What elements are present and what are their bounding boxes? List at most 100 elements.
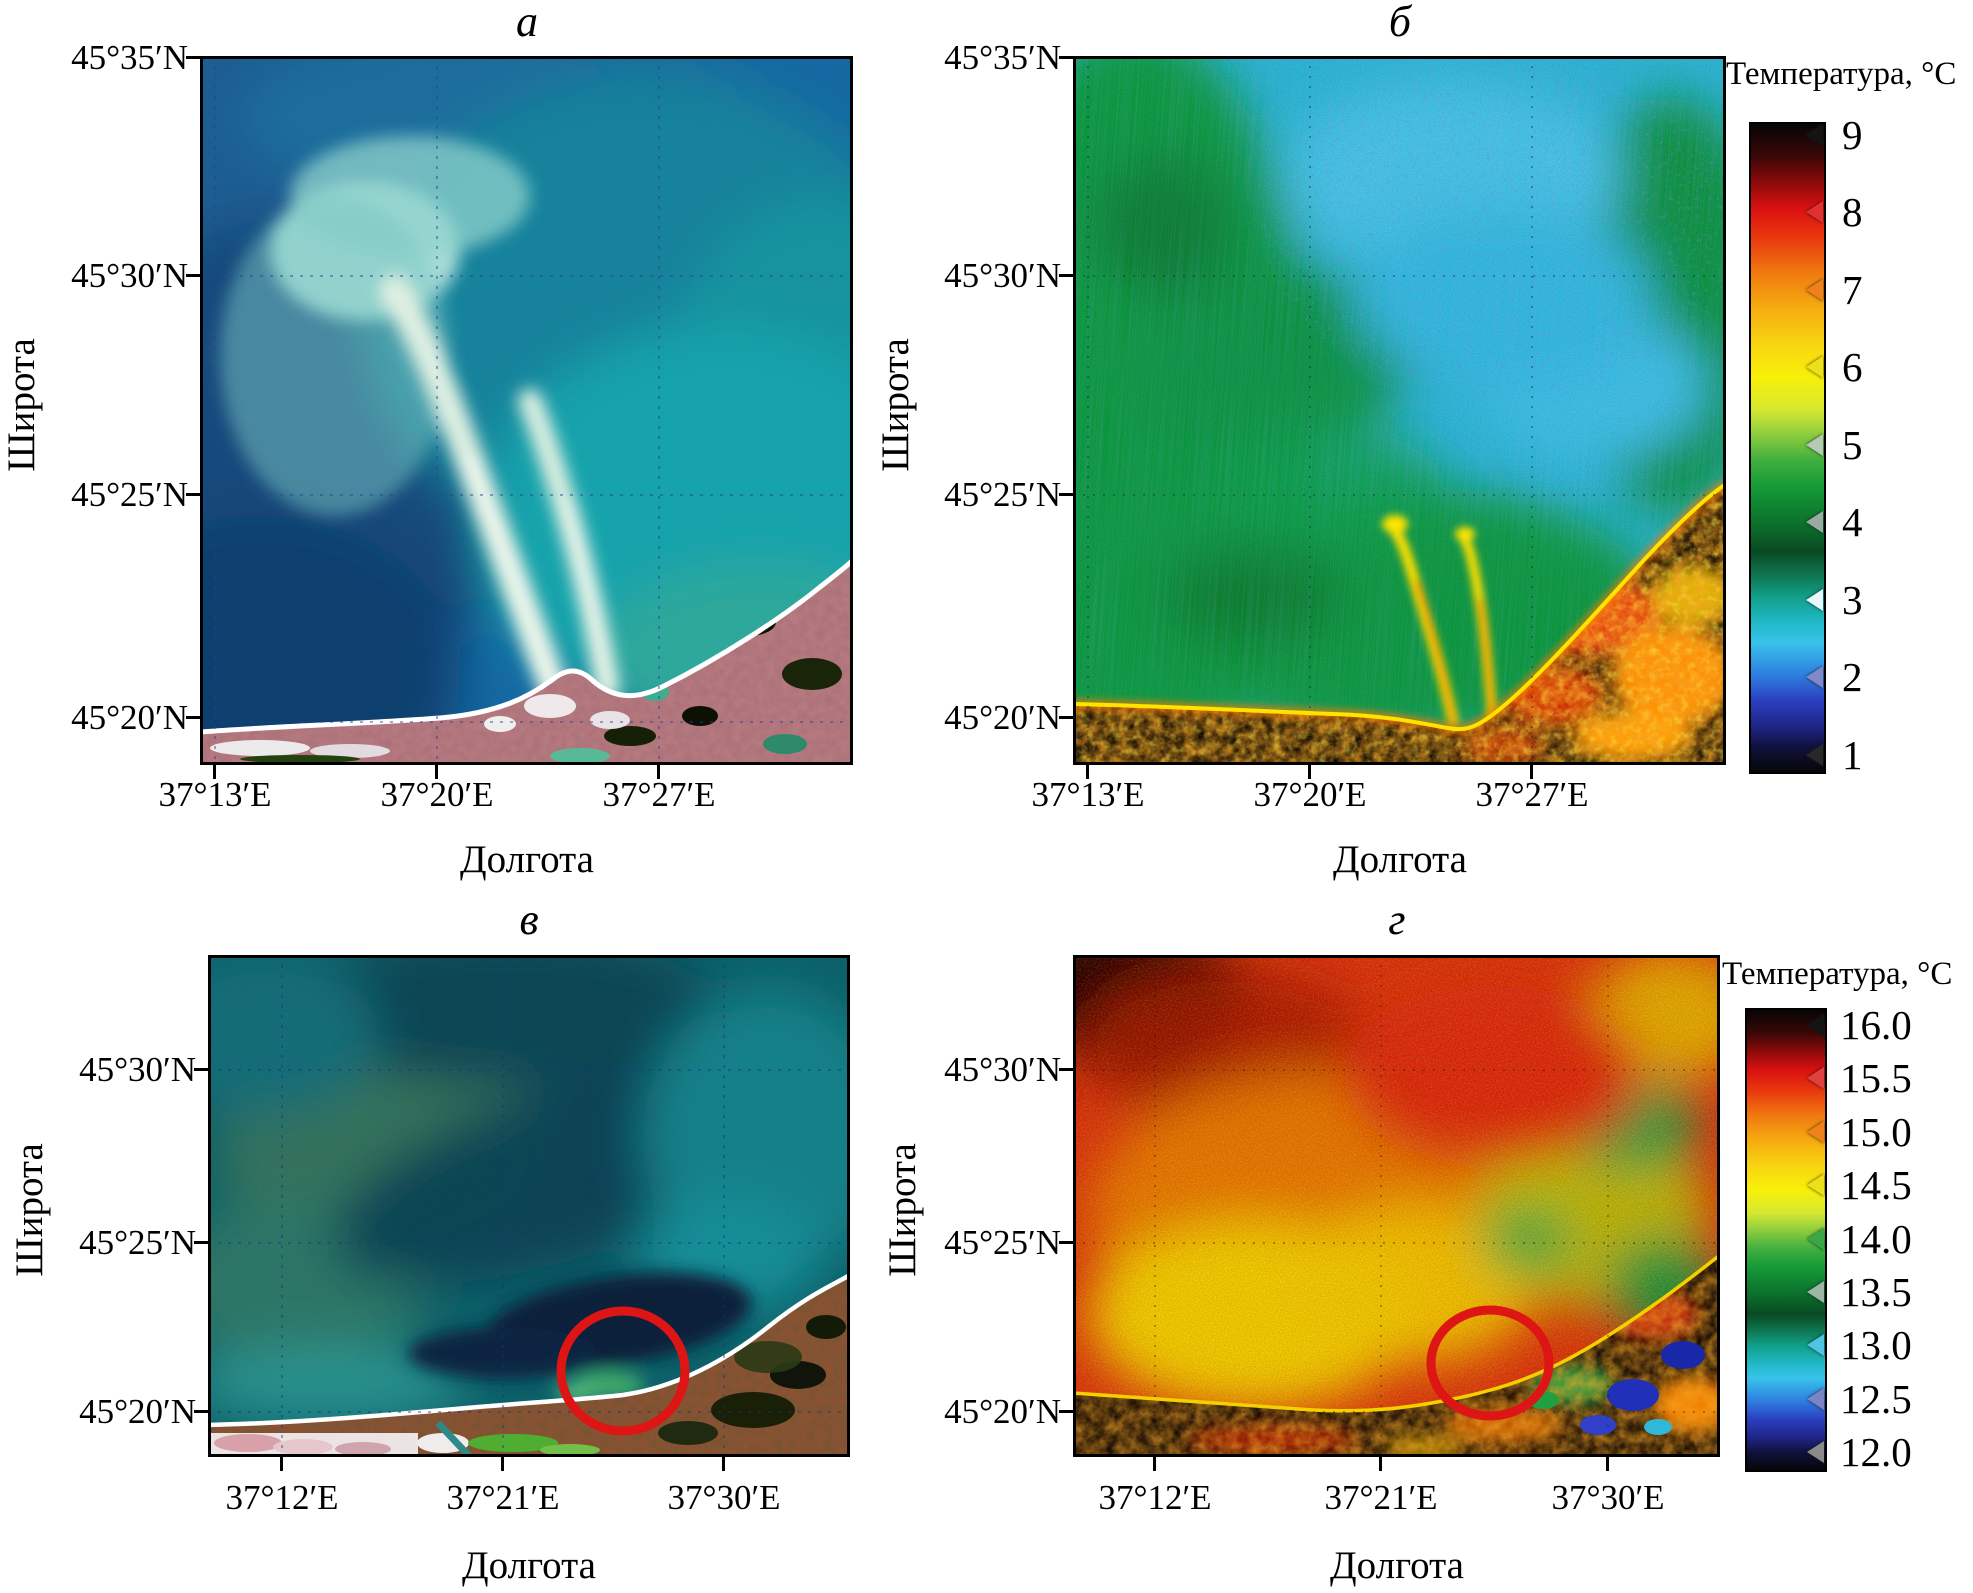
ocean-layer-b [1073,56,1726,765]
thermal-map-b [1073,56,1726,765]
tick-v-x0 [280,1457,283,1471]
tick-b-x1 [1308,765,1311,779]
ytick-v-0: 45°30′N [79,1050,196,1089]
frame-v [208,955,850,1457]
colorbar-g-marker-160 [1807,1014,1824,1036]
colorbar-b-marker-5 [1806,434,1823,456]
ylabel-a: Широта [0,338,43,472]
frame-a [200,56,853,765]
tick-g-x2 [1606,1457,1609,1471]
tick-a-x2 [657,765,660,779]
satellite-map-v [208,955,850,1457]
ytick-b-3: 45°20′N [944,698,1061,737]
xtick-g-0: 37°12′E [1098,1478,1212,1517]
colorbar-b-title: Температура, °C [1726,56,1957,92]
plume-layer-a [220,136,620,700]
colorbar-b-marker-4 [1806,511,1823,533]
colorbar-b-marker-6 [1806,356,1823,378]
xtick-v-2: 37°30′E [667,1478,781,1517]
tick-v-x2 [722,1457,725,1471]
ytick-v-1: 45°25′N [79,1223,196,1262]
colorbar-g-title: Температура, °C [1722,956,1953,992]
colorbar-g-tick-7: 12.5 [1840,1376,1912,1422]
ytick-g-0: 45°30′N [944,1050,1061,1089]
colorbar-b-marker-1 [1806,744,1823,766]
ytick-a-3: 45°20′N [71,698,188,737]
colorbar-g-tick-6: 13.0 [1840,1322,1912,1368]
tick-a-y3 [186,716,200,719]
tick-a-x1 [435,765,438,779]
ytick-a-2: 45°25′N [71,475,188,514]
colorbar-g-marker-130 [1807,1334,1824,1356]
colorbar-b-tick-1: 8 [1842,189,1863,235]
xtick-b-1: 37°20′E [1253,775,1367,814]
ytick-a-1: 45°30′N [71,256,188,295]
xtick-a-2: 37°27′E [602,775,716,814]
colorbar-b-tick-6: 3 [1842,577,1863,623]
tick-v-x1 [501,1457,504,1471]
colorbar-g-tick-8: 12.0 [1840,1429,1912,1475]
xtick-a-1: 37°20′E [380,775,494,814]
colorbar-g-tick-5: 13.5 [1840,1269,1912,1315]
tick-b-y1 [1059,274,1073,277]
xtick-v-0: 37°12′E [225,1478,339,1517]
ylabel-g: Широта [881,1143,924,1277]
red-circle-annotation-g [1426,1305,1554,1421]
colorbar-g-marker-135 [1807,1281,1824,1303]
colorbar-b-tick-8: 1 [1842,732,1863,778]
gridlines-b [1073,56,1726,765]
frame-b [1073,56,1726,765]
ytick-g-2: 45°20′N [944,1392,1061,1431]
colorbar-b-tick-3: 6 [1842,344,1863,390]
colorbar-g-tick-2: 15.0 [1840,1109,1912,1155]
colorbar-b-tick-2: 7 [1842,267,1863,313]
tick-b-y3 [1059,716,1073,719]
ytick-a-0: 45°35′N [71,38,188,77]
xtick-b-0: 37°13′E [1031,775,1145,814]
tick-b-y2 [1059,493,1073,496]
tick-v-y2 [194,1410,208,1413]
panel-g-map [1073,955,1720,1457]
panel-v-title: в [519,895,539,944]
panel-g-title: г [1388,895,1406,944]
colorbar-g-tick-3: 14.5 [1840,1162,1912,1208]
xtick-v-1: 37°21′E [446,1478,560,1517]
xlabel-a: Долгота [460,838,594,881]
colorbar-b-tick-0: 9 [1842,112,1863,158]
xlabel-v: Долгота [462,1544,596,1587]
ocean-layer-g [1073,955,1720,1457]
ytick-b-0: 45°35′N [944,38,1061,77]
frame-g [1073,955,1720,1457]
red-circle-annotation-v [556,1306,690,1436]
xtick-g-1: 37°21′E [1324,1478,1438,1517]
gridlines-v [208,955,850,1457]
tick-a-x0 [213,765,216,779]
satellite-map-a [200,56,853,765]
colorbar-b-tick-7: 2 [1842,654,1863,700]
colorbar-b-marker-7 [1806,279,1823,301]
xtick-g-2: 37°30′E [1551,1478,1665,1517]
tick-v-y0 [194,1068,208,1071]
panel-a-title: а [516,0,538,46]
colorbar-g-marker-155 [1807,1067,1824,1089]
tick-g-y0 [1059,1068,1073,1071]
gridlines-g [1073,955,1720,1457]
ytick-b-1: 45°30′N [944,256,1061,295]
colorbar-g-marker-140 [1807,1228,1824,1250]
panel-a-map [200,56,853,765]
warm-plume-layer-b [1382,515,1498,729]
thermal-map-g [1073,955,1720,1457]
gridlines-a [200,56,853,765]
tick-a-y0 [186,56,200,59]
colorbar-b-marker-2 [1806,666,1823,688]
colorbar-g-tick-1: 15.5 [1840,1055,1912,1101]
tick-a-y1 [186,274,200,277]
colorbar-g-marker-125 [1807,1388,1824,1410]
ylabel-b: Широта [874,338,917,472]
colorbar-g-marker-150 [1807,1121,1824,1143]
ytick-g-1: 45°25′N [944,1223,1061,1262]
coastline-b [1073,482,1726,732]
panel-b-title: б [1388,0,1412,46]
xlabel-b: Долгота [1333,838,1467,881]
